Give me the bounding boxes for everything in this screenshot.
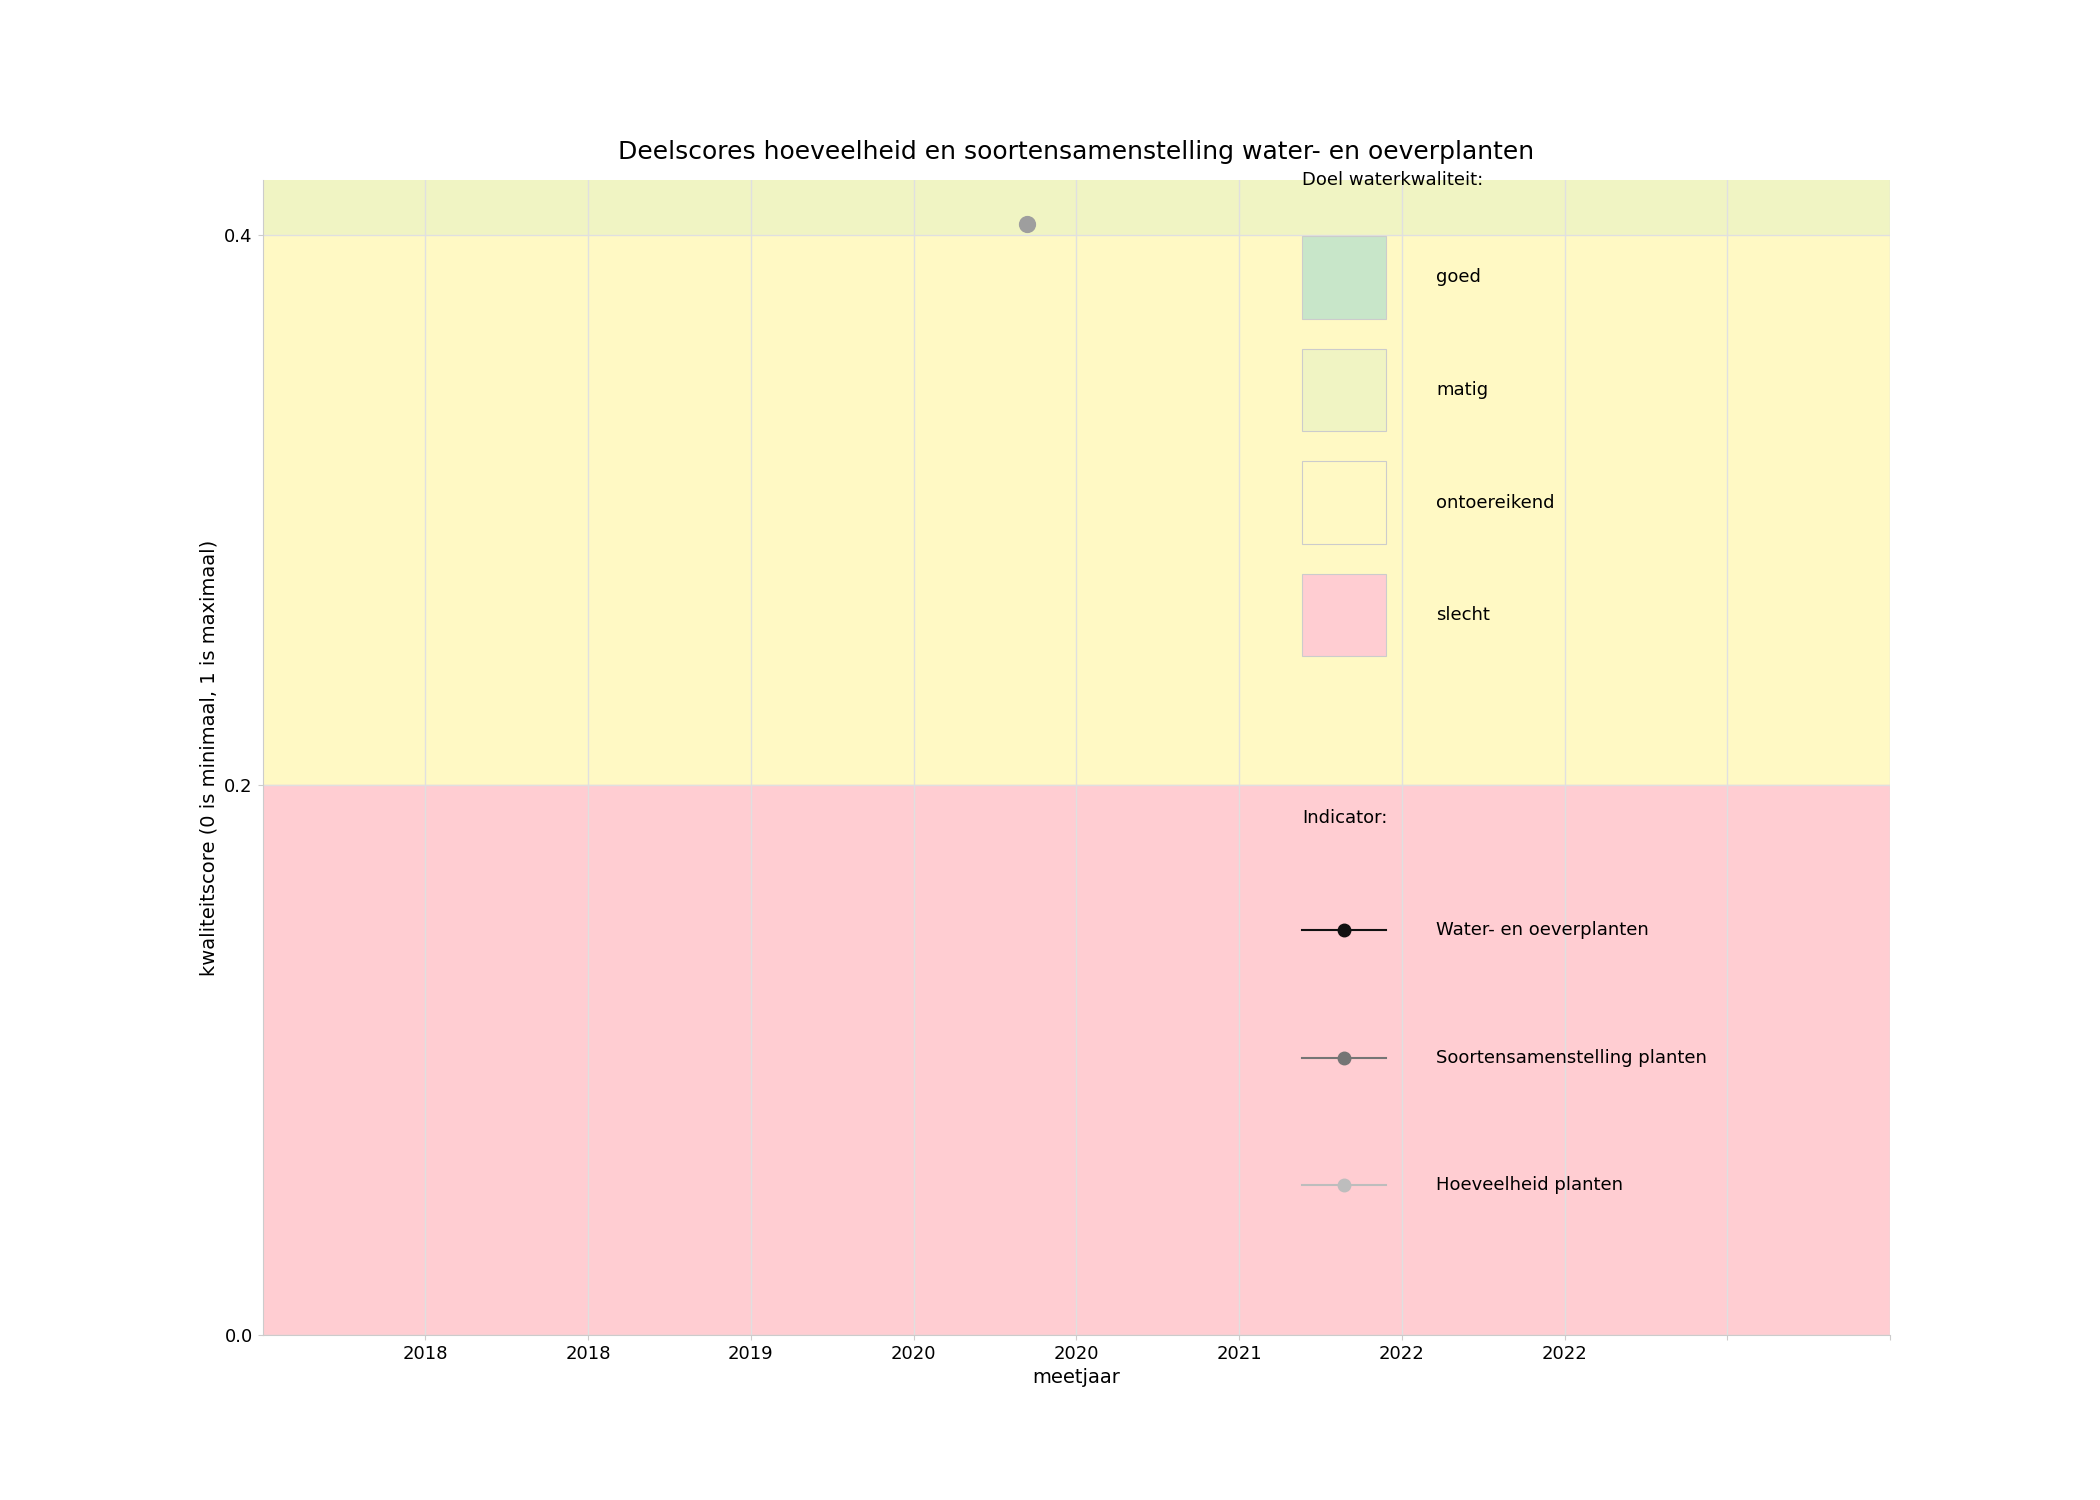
Bar: [262, 784, 1890, 1335]
Text: Soortensamenstelling planten: Soortensamenstelling planten: [1436, 1048, 1707, 1066]
X-axis label: meetjaar: meetjaar: [1033, 1368, 1119, 1388]
Text: goed: goed: [1436, 268, 1480, 286]
Text: slecht: slecht: [1436, 606, 1491, 624]
Text: Doel waterkwaliteit:: Doel waterkwaliteit:: [1302, 171, 1483, 189]
FancyBboxPatch shape: [1302, 236, 1386, 320]
Bar: [262, 0, 1890, 236]
FancyBboxPatch shape: [1302, 462, 1386, 544]
FancyBboxPatch shape: [1302, 350, 1386, 432]
Text: Water- en oeverplanten: Water- en oeverplanten: [1436, 921, 1648, 939]
Bar: [262, 236, 1890, 784]
Text: Indicator:: Indicator:: [1302, 808, 1388, 826]
Point: [1010, 211, 1044, 236]
Y-axis label: kwaliteitscore (0 is minimaal, 1 is maximaal): kwaliteitscore (0 is minimaal, 1 is maxi…: [200, 540, 218, 975]
Text: Hoeveelheid planten: Hoeveelheid planten: [1436, 1176, 1623, 1194]
Title: Deelscores hoeveelheid en soortensamenstelling water- en oeverplanten: Deelscores hoeveelheid en soortensamenst…: [617, 140, 1535, 164]
FancyBboxPatch shape: [1302, 573, 1386, 657]
Text: ontoereikend: ontoereikend: [1436, 494, 1554, 512]
Text: matig: matig: [1436, 381, 1489, 399]
